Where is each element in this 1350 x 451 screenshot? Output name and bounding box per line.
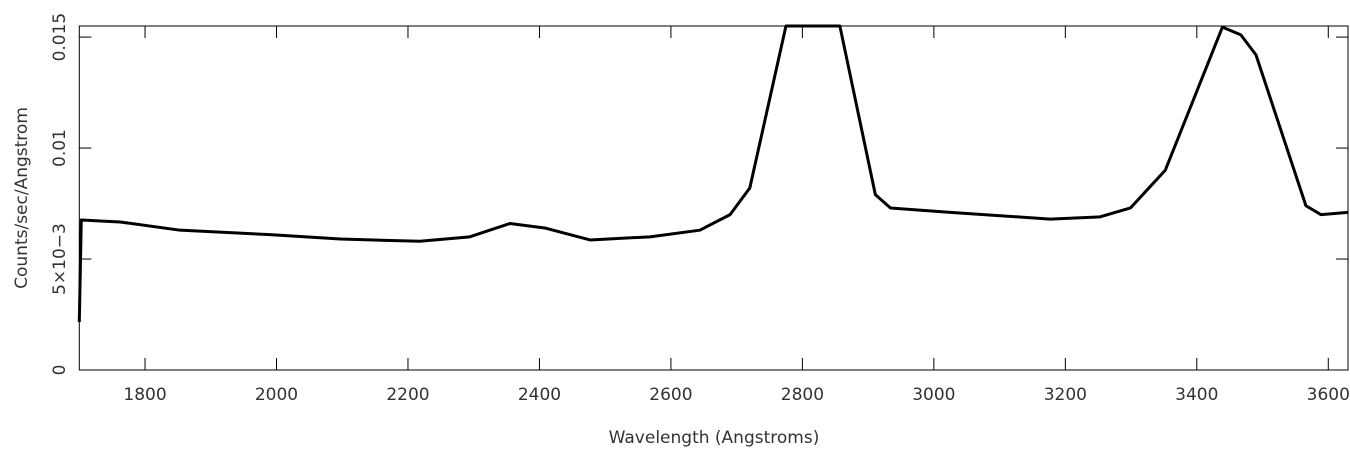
spectrum-line [77, 24, 1349, 323]
plot-frame [78, 25, 1349, 371]
y-axis-label: Counts/sec/Angstrom [12, 107, 32, 289]
x-tick-label: 2000 [255, 385, 298, 405]
y-tick-label: 0.01 [50, 129, 70, 167]
x-tick-label: 3400 [1175, 385, 1218, 405]
x-tick-label: 3000 [912, 385, 955, 405]
x-tick-label: 2200 [386, 385, 429, 405]
y-tick-label: 5×10−3 [50, 223, 70, 295]
y-tick-label: 0 [50, 365, 70, 376]
x-tick-label: 2400 [518, 385, 561, 405]
x-tick-label: 3600 [1307, 385, 1350, 405]
y-tick-label: 0.015 [50, 13, 70, 62]
x-tick-label: 3200 [1044, 385, 1087, 405]
x-axis-label: Wavelength (Angstroms) [609, 428, 820, 448]
x-tick-label: 1800 [123, 385, 166, 405]
x-tick-label: 2800 [781, 385, 824, 405]
x-tick-label: 2600 [649, 385, 692, 405]
